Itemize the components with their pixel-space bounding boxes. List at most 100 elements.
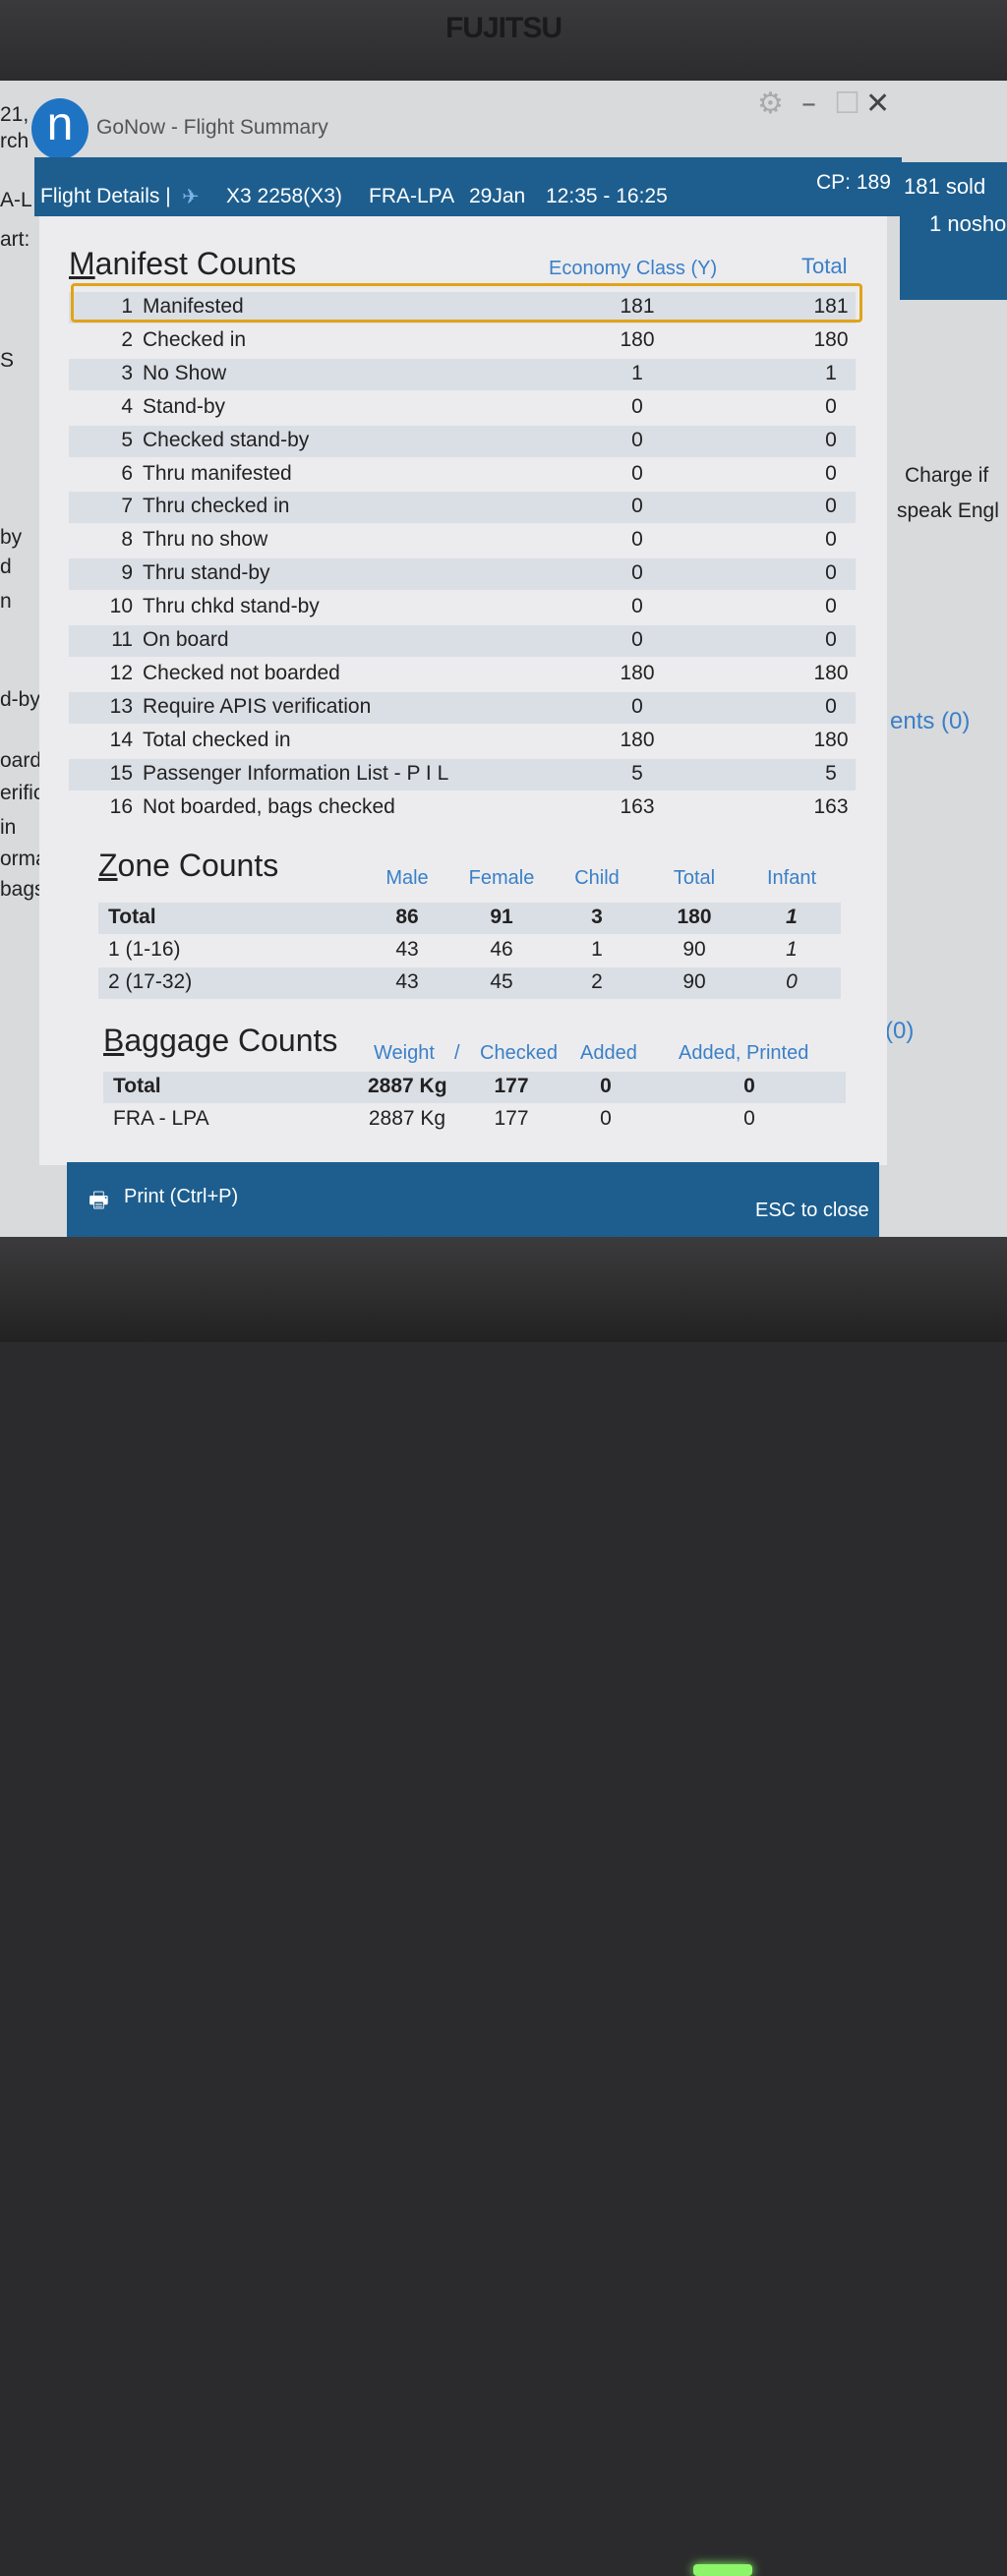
manifest-row[interactable]: 16 Not boarded, bags checked 163 163 [69,792,856,824]
bg-text-fragment: n [0,590,12,613]
app-logo: n [31,98,89,159]
esc-close-hint[interactable]: ESC to close [755,1200,869,1221]
manifest-row[interactable]: 12 Checked not boarded 180 180 [69,659,856,690]
row-number: 14 [109,728,133,751]
maximize-button[interactable]: ☐ [834,87,860,121]
row-label: Thru no show [143,528,268,552]
bg-charge-text: Charge if [905,464,989,487]
row-label: Thru checked in [143,495,290,518]
total-count: 180 [813,661,849,684]
total-count: 0 [825,628,837,651]
economy-count: 180 [620,728,655,751]
bg-text-fragment: erific [0,782,44,804]
manifest-row[interactable]: 5 Checked stand-by 0 0 [69,425,856,457]
bg-text-fragment: 21, [0,103,30,126]
minimize-button[interactable]: – [801,87,816,121]
baggage-col-header: / [454,1042,460,1064]
zone-row[interactable]: 2 (17-32) 43 45 2 90 0 [98,967,841,999]
economy-count: 181 [620,295,655,318]
zone-row[interactable]: Total 86 91 3 180 1 [98,903,841,934]
settings-icon[interactable]: ⚙ [757,87,784,121]
row-number: 2 [121,327,133,351]
bg-text-fragment: art: [0,228,30,251]
print-button[interactable]: Print (Ctrl+P) [124,1186,239,1207]
bg-text-fragment: S [0,349,15,372]
bg-text-fragment: A-L [0,189,32,211]
bg-comments-link[interactable]: ents (0) [890,708,971,734]
row-label: Total checked in [143,728,291,751]
row-number: 13 [109,694,133,718]
zone-label: Total [108,906,156,928]
printer-icon: 🖶 [89,1188,109,1212]
row-label: Checked in [143,327,247,351]
bg-text-fragment: by [0,526,23,549]
row-number: 4 [121,394,133,418]
row-label: On board [143,628,229,651]
baggage-col-header: Checked [480,1042,558,1064]
zone-value: 43 [395,938,419,961]
baggage-row[interactable]: FRA - LPA 2887 Kg 177 0 0 [103,1104,846,1136]
zone-value: 45 [490,970,513,993]
total-count: 0 [825,495,837,518]
total-count: 0 [825,394,837,418]
row-number: 16 [109,794,133,818]
baggage-value: 0 [743,1107,755,1130]
manifest-row[interactable]: 15 Passenger Information List - P I L 5 5 [69,758,856,790]
manifest-row[interactable]: 14 Total checked in 180 180 [69,726,856,757]
economy-count: 180 [620,327,655,351]
monitor-bezel: FUJITSU [0,0,1007,81]
row-label: Not boarded, bags checked [143,794,395,818]
zone-value: 2 [591,970,603,993]
baggage-col-header: Added [580,1042,637,1064]
row-label: Require APIS verification [143,694,372,718]
row-number: 7 [121,495,133,518]
close-button[interactable]: ✕ [865,87,891,121]
manifest-row[interactable]: 2 Checked in 180 180 [69,325,856,357]
zone-col-header: Child [574,867,620,889]
total-count: 0 [825,428,837,451]
zone-value: 180 [677,906,712,928]
baggage-value: 177 [494,1107,529,1130]
zone-row[interactable]: 1 (1-16) 43 46 1 90 1 [98,935,841,966]
economy-count: 180 [620,661,655,684]
manifest-row[interactable]: 9 Thru stand-by 0 0 [69,558,856,591]
manifest-row[interactable]: 4 Stand-by 0 0 [69,392,856,424]
zone-title: Zone Counts [98,848,279,883]
power-led [693,2564,752,2576]
zone-col-header: Infant [766,867,817,889]
baggage-row[interactable]: Total 2887 Kg 177 0 0 [103,1072,846,1103]
manifest-row[interactable]: 13 Require APIS verification 0 0 [69,691,856,724]
total-count: 163 [813,794,849,818]
manifest-row[interactable]: 10 Thru chkd stand-by 0 0 [69,592,856,623]
manifest-row[interactable]: 1 Manifested 181 181 [69,292,856,323]
total-count: 180 [813,327,849,351]
total-count: 181 [813,295,849,318]
row-label: Thru manifested [143,461,292,485]
economy-count: 0 [631,694,643,718]
economy-count: 0 [631,628,643,651]
manifest-row[interactable]: 8 Thru no show 0 0 [69,525,856,556]
zone-label: 1 (1-16) [108,938,181,961]
row-label: Checked not boarded [143,661,340,684]
bg-speak-text: speak Engl [897,499,999,522]
economy-count: 0 [631,595,643,618]
zone-value: 91 [490,906,513,928]
flight-details-label: Flight Details | [40,185,171,207]
baggage-value: 2887 Kg [368,1107,446,1130]
baggage-value: 177 [494,1075,529,1097]
manifest-row[interactable]: 11 On board 0 0 [69,625,856,657]
economy-count: 0 [631,561,643,585]
bg-text-fragment: d-by [0,688,40,711]
row-number: 12 [109,661,133,684]
manifest-row[interactable]: 3 No Show 1 1 [69,358,856,390]
row-number: 8 [121,528,133,552]
col-total: Total [801,254,848,278]
flight-number: X3 2258(X3) [226,185,342,207]
row-number: 5 [121,428,133,451]
bg-other-link[interactable]: (0) [885,1018,915,1044]
manifest-row[interactable]: 6 Thru manifested 0 0 [69,459,856,491]
row-number: 6 [121,461,133,485]
total-count: 0 [825,694,837,718]
manifest-row[interactable]: 7 Thru checked in 0 0 [69,492,856,524]
row-label: Passenger Information List - P I L [143,761,449,785]
